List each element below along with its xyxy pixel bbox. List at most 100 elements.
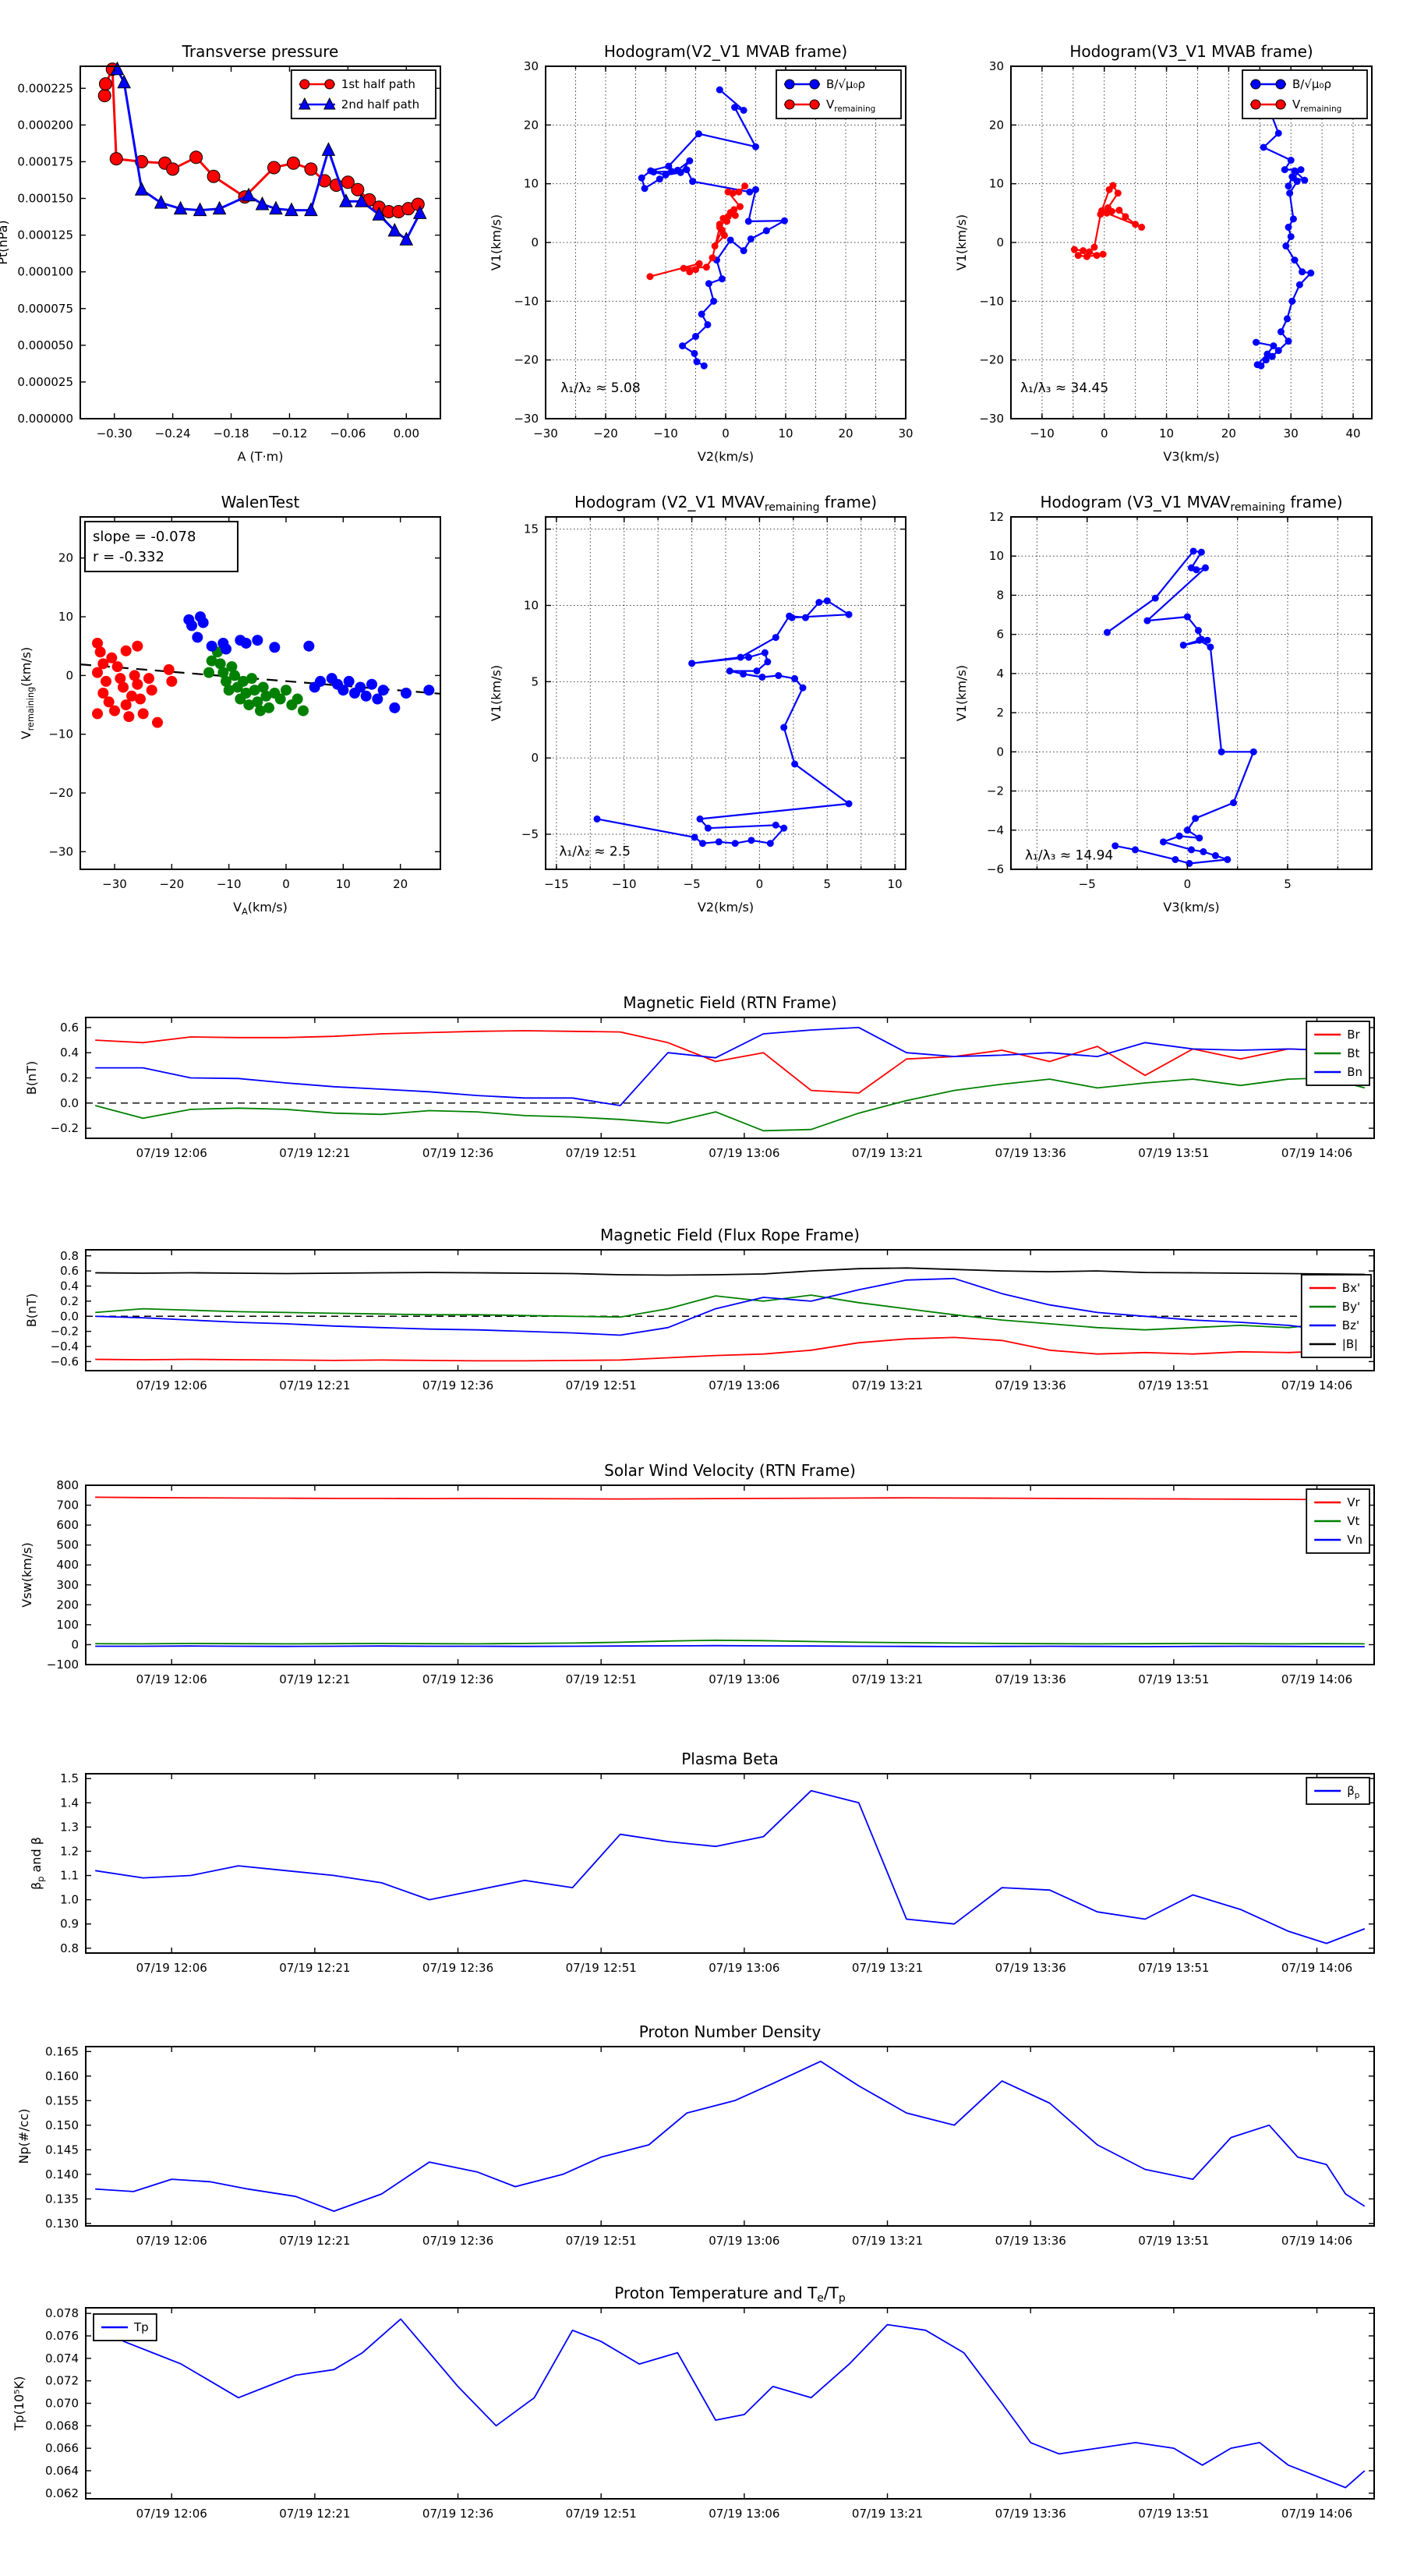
circle-marker bbox=[92, 708, 103, 720]
circle-marker bbox=[698, 840, 706, 847]
y-tick-label: 0.160 bbox=[45, 2069, 79, 2083]
y-tick-label: 0.9 bbox=[60, 1917, 79, 1931]
series-line bbox=[1074, 184, 1143, 258]
legend: βp​ bbox=[1306, 1777, 1370, 1805]
panel-transverse-pressure: −0.30 −0.24 −0.18 −0.12 −0.06 0.00 0.000000 0.0… bbox=[0, 42, 441, 464]
circle-marker bbox=[118, 681, 129, 693]
x-tick-label: 07/19 13:51 bbox=[1138, 1146, 1209, 1160]
x-tick-label: −30 bbox=[533, 426, 558, 441]
series-bt bbox=[94, 1077, 1366, 1132]
y-tick-label: 0.145 bbox=[45, 2143, 79, 2157]
circle-marker bbox=[1195, 627, 1203, 635]
circle-marker bbox=[226, 661, 238, 673]
circle-marker bbox=[686, 157, 694, 165]
circle-marker bbox=[366, 678, 377, 690]
circle-marker bbox=[746, 188, 754, 196]
circle-marker bbox=[299, 79, 310, 90]
circle-marker bbox=[257, 681, 269, 693]
y-tick-label: −0.4 bbox=[51, 1339, 79, 1353]
x-axis-label: A (T·m) bbox=[238, 449, 284, 464]
y-axis-label: V1(km/s) bbox=[489, 214, 504, 271]
legend: B/√μ₀ρ Vremaining​ bbox=[776, 69, 902, 119]
circle-marker bbox=[1090, 243, 1098, 251]
circle-marker bbox=[692, 266, 699, 274]
circle-marker bbox=[791, 674, 799, 682]
y-tick-label: 0 bbox=[65, 668, 73, 682]
circle-marker bbox=[1196, 636, 1203, 644]
circle-marker bbox=[1179, 641, 1187, 649]
circle-marker bbox=[1143, 617, 1151, 625]
circle-marker bbox=[680, 264, 687, 272]
circle-marker bbox=[735, 188, 743, 196]
axes-frame bbox=[80, 65, 441, 419]
series-line bbox=[95, 1267, 1365, 1276]
circle-marker bbox=[726, 236, 734, 244]
x-tick-label: −10 bbox=[1030, 426, 1055, 441]
circle-marker bbox=[1203, 636, 1211, 644]
circle-marker bbox=[189, 150, 203, 165]
series-b-sqrt-mu0-rho- bbox=[593, 597, 853, 847]
circle-marker bbox=[745, 653, 753, 661]
circle-marker bbox=[1277, 328, 1285, 336]
series--b- bbox=[95, 1267, 1365, 1276]
y-tick-label: 10 bbox=[989, 177, 1004, 191]
y-tick-label: 600 bbox=[56, 1518, 79, 1532]
grid bbox=[546, 66, 906, 419]
x-tick-label: 07/19 13:06 bbox=[709, 1672, 779, 1686]
legend-box bbox=[1242, 69, 1368, 119]
circle-marker bbox=[97, 658, 109, 670]
triangle-marker bbox=[298, 97, 311, 110]
circle-marker bbox=[704, 320, 712, 328]
lambda-ratio-annotation: λ₁/λ₃ ≈ 34.45 bbox=[1020, 380, 1108, 396]
panel-title: Hodogram(V3_V1 MVAB frame) bbox=[1069, 42, 1313, 61]
circle-marker bbox=[731, 840, 739, 847]
y-tick-label: 1.1 bbox=[60, 1869, 79, 1883]
circle-marker bbox=[1293, 178, 1301, 186]
y-tick-label: 700 bbox=[56, 1499, 79, 1513]
axes-frame bbox=[80, 516, 441, 870]
x-axis-label: V3(km/s) bbox=[1163, 449, 1219, 464]
series-line bbox=[95, 1644, 1365, 1647]
y-tick-label: −0.2 bbox=[51, 1325, 79, 1339]
x-tick-label: 07/19 12:21 bbox=[279, 1378, 350, 1392]
circle-marker bbox=[691, 349, 698, 357]
x-tick-label: 07/19 14:06 bbox=[1281, 1378, 1352, 1392]
y-tick-label: 100 bbox=[56, 1618, 79, 1632]
slope-box-line: slope = -0.078 bbox=[93, 529, 196, 545]
x-tick-label: 07/19 13:06 bbox=[709, 1146, 779, 1160]
panel-plasma-beta: 07/19 12:06 07/19 12:21 07/19 12:36 07/19 1… bbox=[29, 1750, 1375, 1975]
circle-marker bbox=[1230, 799, 1238, 807]
circle-marker bbox=[1262, 356, 1270, 364]
series-1st-half-path bbox=[97, 62, 425, 218]
series-line bbox=[95, 1294, 1365, 1331]
circle-marker bbox=[723, 218, 731, 225]
circle-marker bbox=[709, 254, 716, 262]
circle-marker bbox=[1138, 223, 1146, 231]
x-tick-label: 07/19 12:06 bbox=[136, 1378, 207, 1392]
legend: Bx' By' Bz' |B| bbox=[1300, 1274, 1372, 1358]
x-tick-label: 0 bbox=[1101, 426, 1108, 441]
x-tick-label: 07/19 12:51 bbox=[566, 2507, 637, 2521]
circle-marker bbox=[203, 667, 214, 678]
circle-marker bbox=[686, 268, 694, 276]
circle-marker bbox=[753, 667, 761, 675]
y-tick-label: −0.6 bbox=[51, 1354, 79, 1368]
legend-label: B/√μ₀ρ bbox=[826, 77, 865, 91]
circle-marker bbox=[1189, 547, 1197, 555]
x-tick-label: −10 bbox=[653, 426, 678, 441]
circle-marker bbox=[710, 297, 718, 305]
series-beta-p bbox=[95, 1789, 1366, 1944]
circle-marker bbox=[668, 168, 676, 175]
x-tick-label: 0.00 bbox=[394, 426, 419, 441]
triangle-marker bbox=[134, 182, 149, 196]
y-tick-label: 20 bbox=[58, 551, 73, 565]
circle-marker bbox=[1074, 252, 1082, 260]
ticks bbox=[545, 65, 906, 419]
y-tick-label: 0 bbox=[531, 751, 539, 765]
y-tick-label: 20 bbox=[524, 118, 539, 132]
panel-title: Hodogram (V2_V1 MVAVremaining​ frame) bbox=[574, 493, 877, 514]
x-tick-label: 07/19 12:06 bbox=[136, 2234, 207, 2248]
panel-proton-temp: 07/19 12:06 07/19 12:21 07/19 12:36 07/19 1… bbox=[12, 2284, 1375, 2521]
circle-marker bbox=[1285, 182, 1292, 190]
circle-marker bbox=[741, 182, 749, 190]
